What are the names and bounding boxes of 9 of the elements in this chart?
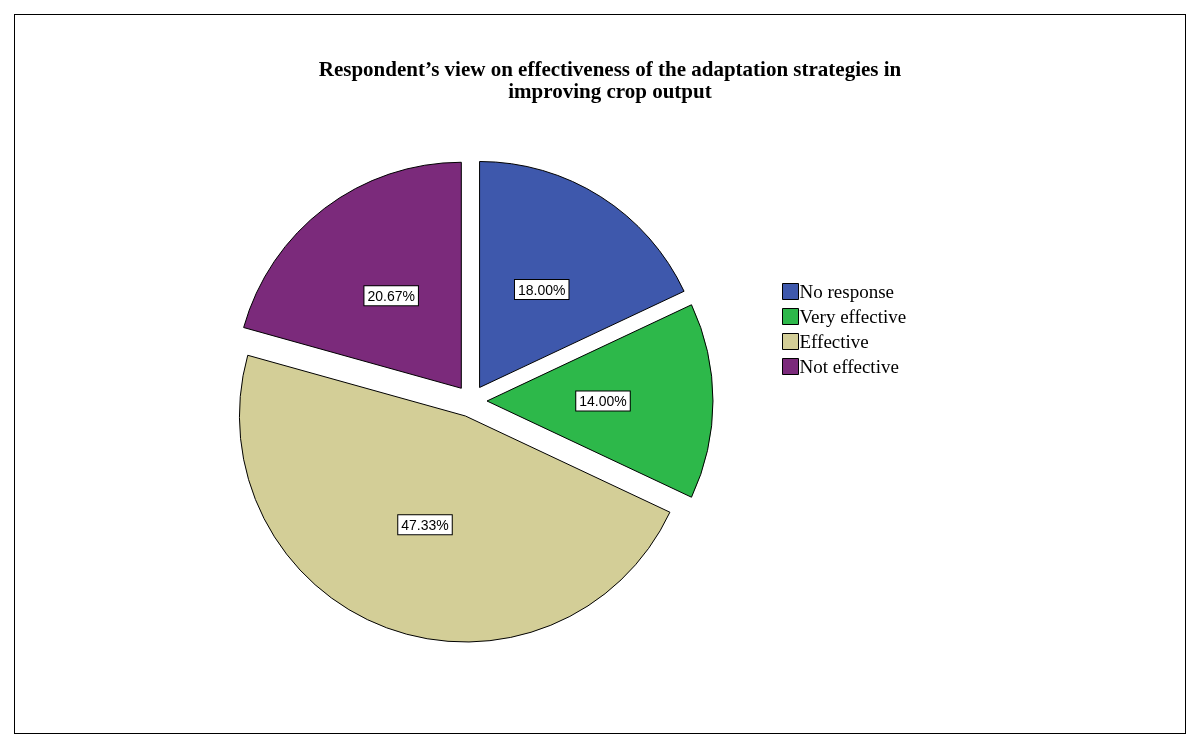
legend-label: Very effective [799,306,907,327]
data-label: 14.00% [579,393,627,409]
data-label: 47.33% [401,516,449,533]
legend-label: Not effective [799,356,899,377]
data-label: 20.67% [367,287,415,304]
legend-label: No response [799,281,894,302]
legend-label: Effective [799,331,869,352]
data-label: 18.00% [517,281,566,298]
chart-title: Respondent’s view on effectiveness of the adaptation strategies in improving crop output [318,57,902,103]
